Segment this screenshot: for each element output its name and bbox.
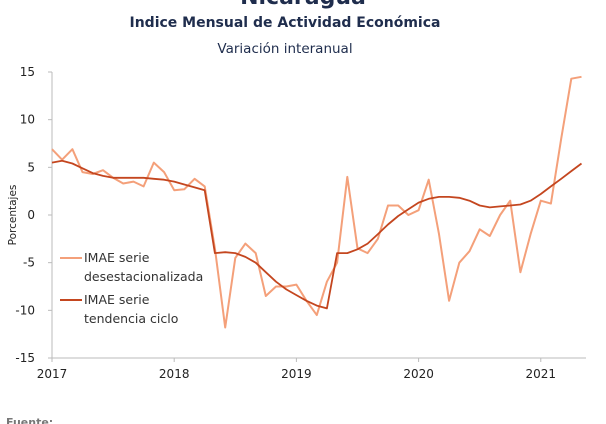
chart-subtitle: Variación interanual bbox=[217, 41, 352, 57]
y-tick-label: 10 bbox=[20, 113, 35, 127]
x-tick-label: 2021 bbox=[526, 367, 557, 381]
line-series bbox=[51, 75, 582, 329]
chart-subtitle: Indice Mensual de Actividad Económica bbox=[130, 15, 441, 31]
x-tick-label: 2019 bbox=[281, 367, 312, 381]
y-axis-label: Porcentajes bbox=[7, 185, 19, 246]
y-tick-label: 5 bbox=[27, 160, 35, 174]
x-tick-label: 2018 bbox=[159, 367, 190, 381]
legend-label: IMAE serie desestacionalizada bbox=[84, 250, 204, 284]
y-tick-label: -15 bbox=[15, 351, 35, 365]
y-tick-label: 0 bbox=[27, 208, 35, 222]
x-tick-label: 2020 bbox=[403, 367, 434, 381]
legend-label: IMAE serie tendencia ciclo bbox=[84, 292, 179, 326]
y-tick-label: -5 bbox=[23, 256, 35, 270]
footer: Fuente: bbox=[6, 416, 53, 424]
line-series bbox=[51, 159, 583, 310]
x-tick-label: 2017 bbox=[37, 367, 68, 381]
y-tick-label: 15 bbox=[20, 65, 35, 79]
y-tick-label: -10 bbox=[15, 303, 35, 317]
chart-title: Nicaragua bbox=[240, 0, 366, 10]
